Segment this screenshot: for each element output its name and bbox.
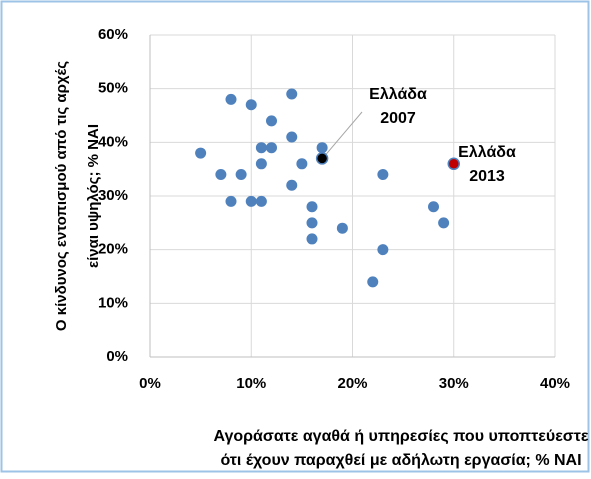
point (315, 152, 329, 165)
point (316, 142, 328, 154)
point (377, 169, 389, 181)
y-axis-title: είναι υψηλός; % ΝΑΙ (85, 124, 102, 268)
point (296, 158, 308, 170)
annotation: 2007 (380, 110, 416, 127)
point (438, 217, 450, 229)
x-tick-label: 20% (337, 375, 367, 392)
point (225, 195, 237, 207)
x-tick-label: 40% (540, 375, 570, 392)
y-tick-label: 20% (98, 241, 128, 258)
x-tick-label: 30% (439, 375, 469, 392)
point (286, 88, 298, 100)
y-tick-label: 50% (98, 80, 128, 97)
y-tick-label: 40% (98, 133, 128, 150)
point (266, 115, 277, 127)
point (377, 244, 389, 256)
point (195, 147, 207, 159)
point (428, 201, 439, 213)
leader-line (324, 111, 363, 156)
point (255, 158, 267, 170)
point (235, 169, 247, 181)
y-axis-title: Ο κίνδυνος εντοπισμού από τις αρχές (53, 61, 70, 331)
point (336, 222, 348, 234)
point (306, 201, 318, 213)
point (255, 142, 267, 154)
x-axis-title: Αγοράσατε αγαθά ή υπηρεσίες που υποπτεύε… (214, 428, 589, 445)
point (245, 195, 257, 207)
annotation: Ελλάδα (369, 86, 427, 103)
y-tick-label: 10% (98, 294, 128, 311)
x-tick-label: 0% (139, 375, 161, 392)
point (255, 195, 267, 207)
point (215, 169, 227, 181)
annotation: 2013 (469, 168, 505, 185)
point (286, 131, 298, 143)
point (286, 179, 298, 191)
y-tick-label: 0% (106, 348, 128, 365)
point (245, 99, 257, 111)
y-tick-label: 60% (98, 26, 128, 43)
point (367, 276, 379, 288)
point (225, 93, 237, 105)
x-axis-title: ότι έχουν παραχθεί με αδήλωτη εργασία; %… (220, 452, 581, 469)
point (266, 142, 277, 154)
annotation: Ελλάδα (458, 144, 516, 161)
x-tick-label: 10% (236, 375, 266, 392)
point (306, 217, 318, 229)
point (447, 157, 460, 171)
y-tick-label: 30% (98, 187, 128, 204)
point (306, 233, 318, 245)
